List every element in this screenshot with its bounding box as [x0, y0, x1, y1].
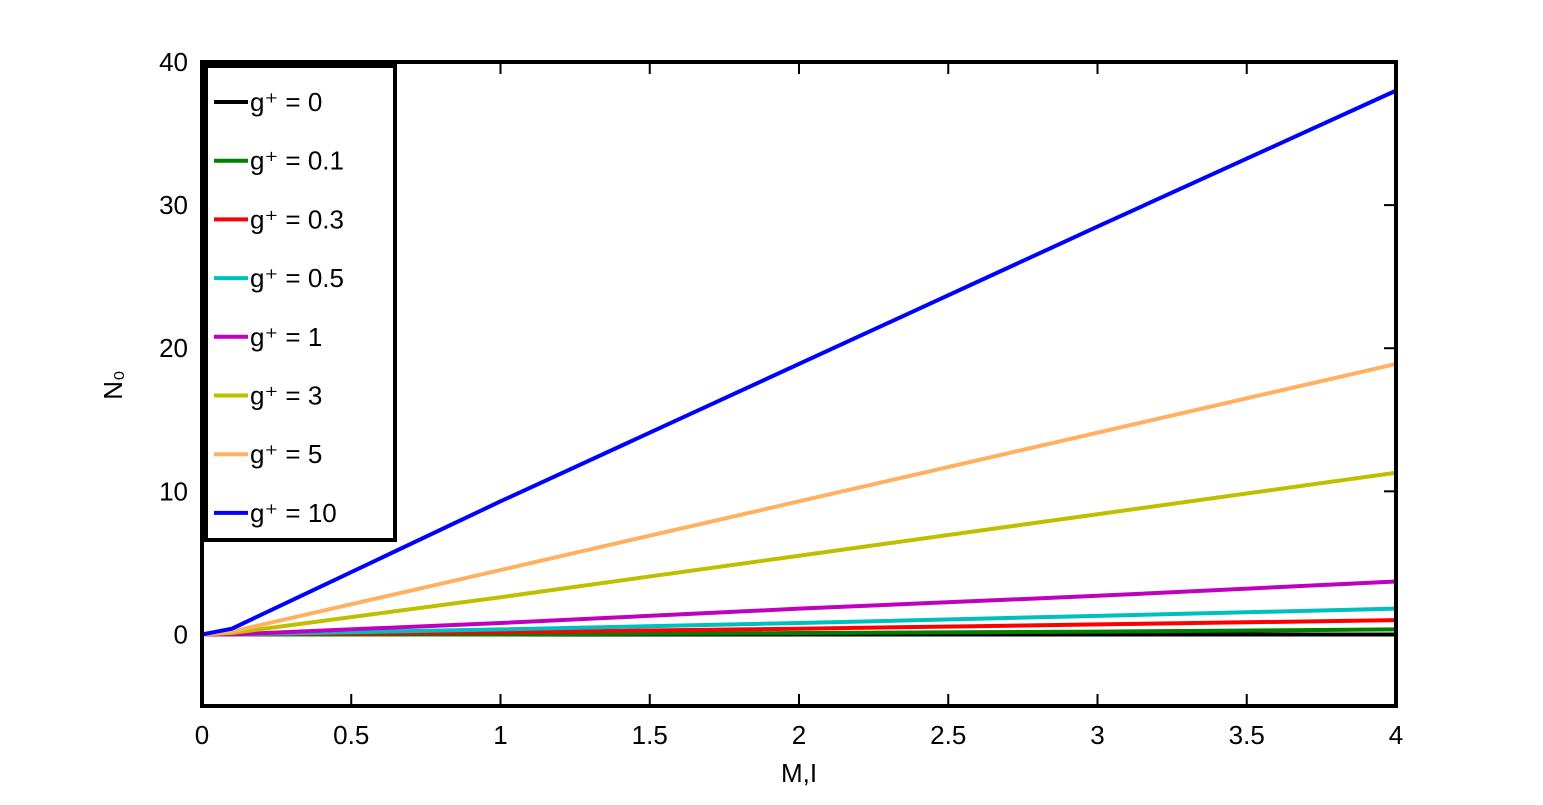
x-tick-label: 3: [1090, 720, 1104, 750]
legend-box: [204, 64, 397, 542]
y-tick-label: 40: [159, 47, 188, 77]
legend-label: g⁺ = 0.1: [250, 146, 344, 176]
x-tick-label: 1.5: [632, 720, 668, 750]
x-tick-label: 1: [493, 720, 507, 750]
legend-label: g⁺ = 0.3: [250, 204, 344, 234]
line: [202, 579, 1397, 637]
legend-label: g⁺ = 0: [250, 87, 322, 117]
x-tick-label: 2.5: [930, 720, 966, 750]
x-tick-label: 4: [1389, 720, 1403, 750]
legend-label: g⁺ = 3: [250, 381, 322, 411]
y-tick-label: 10: [159, 476, 188, 506]
y-tick-label: 20: [159, 333, 188, 363]
x-axis-label: M,I: [781, 758, 817, 788]
y-tick-label: 0: [174, 619, 188, 649]
y-axis-label: N₀: [98, 370, 128, 400]
line: [201, 362, 1397, 637]
x-tick-label: 2: [792, 720, 806, 750]
line: [201, 88, 1397, 637]
plot-frame: [200, 60, 1398, 708]
y-tick-label: 30: [159, 190, 188, 220]
x-tick-label: 3.5: [1229, 720, 1265, 750]
x-tick-label: 0.5: [333, 720, 369, 750]
legend-label: g⁺ = 1: [250, 322, 322, 352]
legend-label: g⁺ = 10: [250, 498, 337, 528]
legend-label: g⁺ = 5: [250, 439, 322, 469]
x-tick-label: 0: [195, 720, 209, 750]
legend-label: g⁺ = 0.5: [250, 263, 344, 293]
